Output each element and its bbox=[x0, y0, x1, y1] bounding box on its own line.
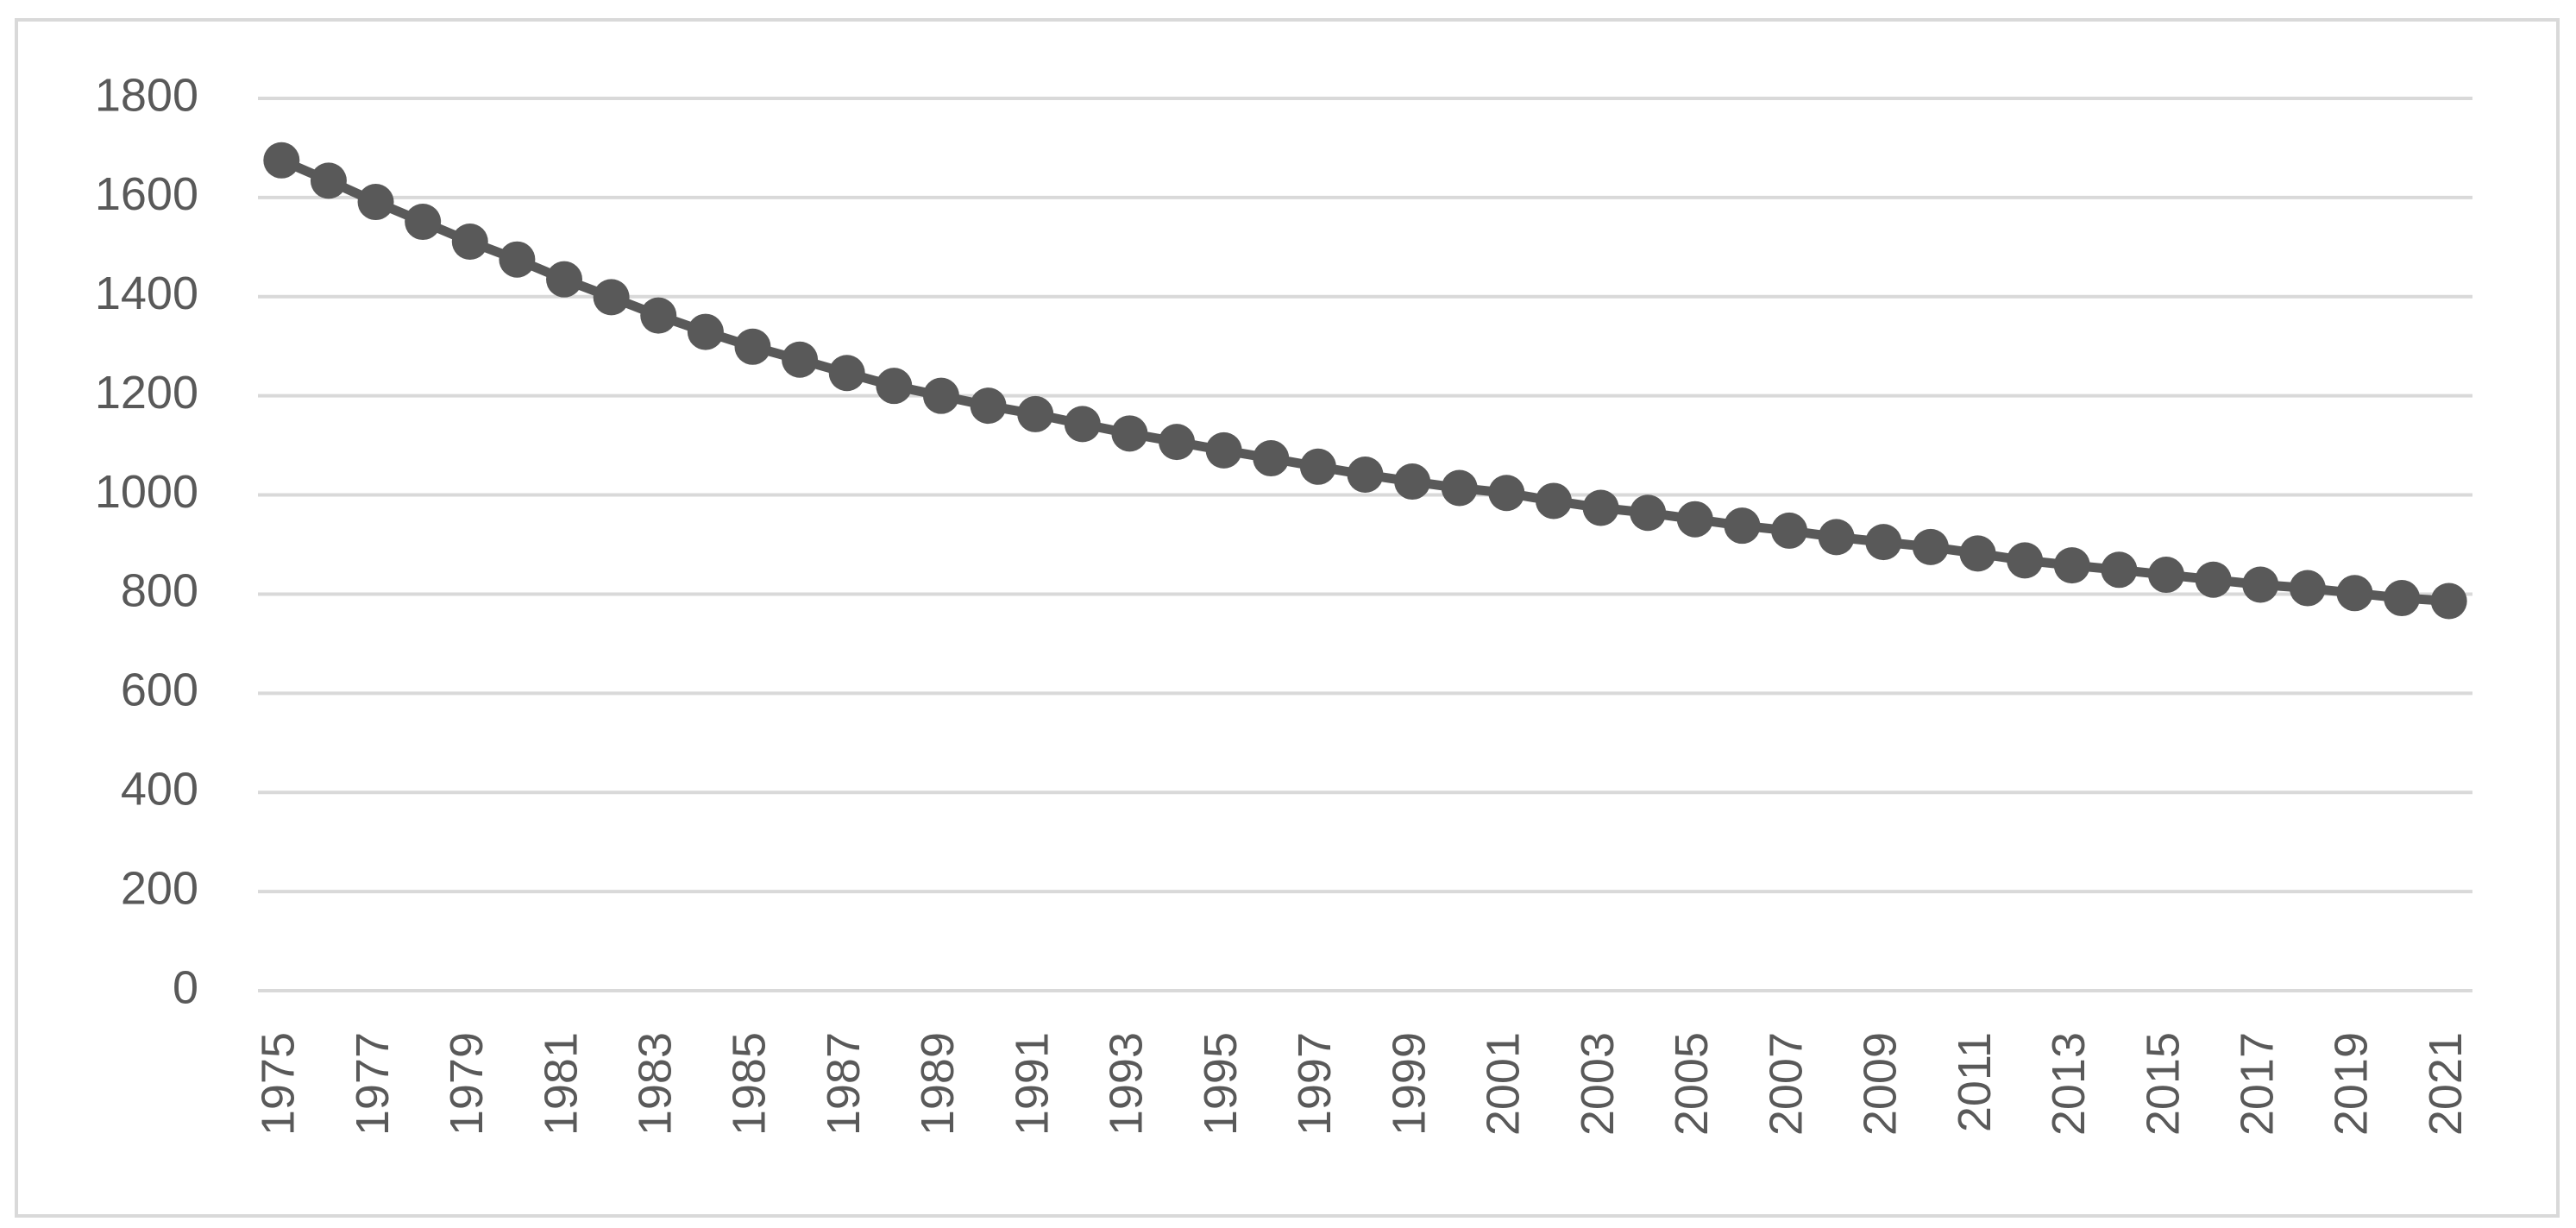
marker bbox=[1771, 512, 1808, 549]
marker bbox=[1159, 424, 1196, 461]
marker bbox=[593, 279, 630, 316]
marker bbox=[734, 328, 771, 365]
x-tick-label: 1979 bbox=[441, 1032, 493, 1136]
marker bbox=[405, 204, 442, 241]
marker bbox=[2336, 575, 2373, 612]
marker bbox=[546, 261, 583, 298]
marker bbox=[1347, 457, 1384, 494]
marker bbox=[1017, 395, 1054, 432]
marker bbox=[263, 142, 300, 179]
x-tick-label: 1995 bbox=[1195, 1032, 1247, 1136]
x-tick-label: 1987 bbox=[818, 1032, 870, 1136]
y-tick-label: 1400 bbox=[95, 268, 198, 319]
x-tick-label: 1983 bbox=[630, 1032, 682, 1136]
marker bbox=[1865, 524, 1902, 561]
marker bbox=[640, 297, 677, 334]
marker bbox=[2053, 547, 2090, 584]
y-tick-label: 0 bbox=[173, 961, 198, 1013]
marker bbox=[1394, 463, 1431, 501]
x-tick-label: 2005 bbox=[1666, 1032, 1718, 1136]
marker bbox=[1205, 431, 1242, 469]
marker bbox=[828, 355, 865, 392]
marker bbox=[2430, 583, 2467, 620]
x-tick-label: 1993 bbox=[1101, 1032, 1153, 1136]
x-tick-label: 1999 bbox=[1383, 1032, 1435, 1136]
y-tick-label: 800 bbox=[121, 565, 198, 617]
x-tick-label: 1989 bbox=[912, 1032, 964, 1136]
x-tick-label: 2003 bbox=[1572, 1032, 1624, 1136]
marker bbox=[2101, 551, 2138, 589]
marker bbox=[310, 162, 347, 199]
marker bbox=[1959, 535, 1996, 572]
marker bbox=[2007, 542, 2044, 579]
marker bbox=[2384, 580, 2421, 617]
x-tick-label: 1977 bbox=[347, 1032, 399, 1136]
marker bbox=[1253, 440, 1290, 477]
x-tick-label: 2019 bbox=[2326, 1032, 2378, 1136]
marker bbox=[1676, 501, 1713, 538]
y-tick-label: 1600 bbox=[95, 168, 198, 220]
x-tick-label: 1985 bbox=[724, 1032, 776, 1136]
marker bbox=[1582, 489, 1619, 526]
marker bbox=[782, 341, 819, 378]
marker bbox=[1111, 415, 1148, 452]
marker bbox=[2242, 566, 2279, 603]
x-tick-label: 2001 bbox=[1478, 1032, 1530, 1136]
y-tick-label: 600 bbox=[121, 664, 198, 716]
x-tick-label: 1975 bbox=[253, 1032, 305, 1136]
marker bbox=[1818, 519, 1855, 556]
y-tick-label: 400 bbox=[121, 763, 198, 815]
marker bbox=[922, 377, 959, 414]
x-tick-label: 1991 bbox=[1006, 1032, 1058, 1136]
x-tick-label: 2009 bbox=[1855, 1032, 1907, 1136]
marker bbox=[970, 387, 1007, 425]
marker bbox=[357, 184, 394, 221]
x-tick-label: 2017 bbox=[2231, 1032, 2283, 1136]
marker bbox=[2289, 570, 2326, 607]
marker bbox=[876, 368, 913, 405]
marker bbox=[1912, 528, 1949, 565]
marker bbox=[1724, 507, 1761, 545]
x-tick-label: 1981 bbox=[535, 1032, 587, 1136]
y-tick-label: 200 bbox=[121, 862, 198, 914]
marker bbox=[687, 313, 724, 350]
x-tick-label: 2013 bbox=[2043, 1032, 2095, 1136]
y-tick-label: 1800 bbox=[95, 69, 198, 121]
marker bbox=[1630, 494, 1667, 532]
marker bbox=[2195, 561, 2232, 598]
y-tick-label: 1000 bbox=[95, 466, 198, 518]
marker bbox=[1441, 469, 1478, 507]
x-tick-label: 2015 bbox=[2137, 1032, 2189, 1136]
marker bbox=[1488, 475, 1525, 512]
marker bbox=[1535, 482, 1572, 520]
x-tick-label: 2021 bbox=[2420, 1032, 2472, 1136]
marker bbox=[1299, 448, 1336, 485]
marker bbox=[451, 224, 488, 261]
x-tick-label: 1997 bbox=[1289, 1032, 1341, 1136]
marker bbox=[499, 241, 536, 278]
y-tick-label: 1200 bbox=[95, 367, 198, 419]
x-tick-label: 2007 bbox=[1760, 1032, 1812, 1136]
marker bbox=[1064, 406, 1101, 443]
marker bbox=[2147, 557, 2184, 594]
x-tick-label: 2011 bbox=[1949, 1032, 2001, 1132]
